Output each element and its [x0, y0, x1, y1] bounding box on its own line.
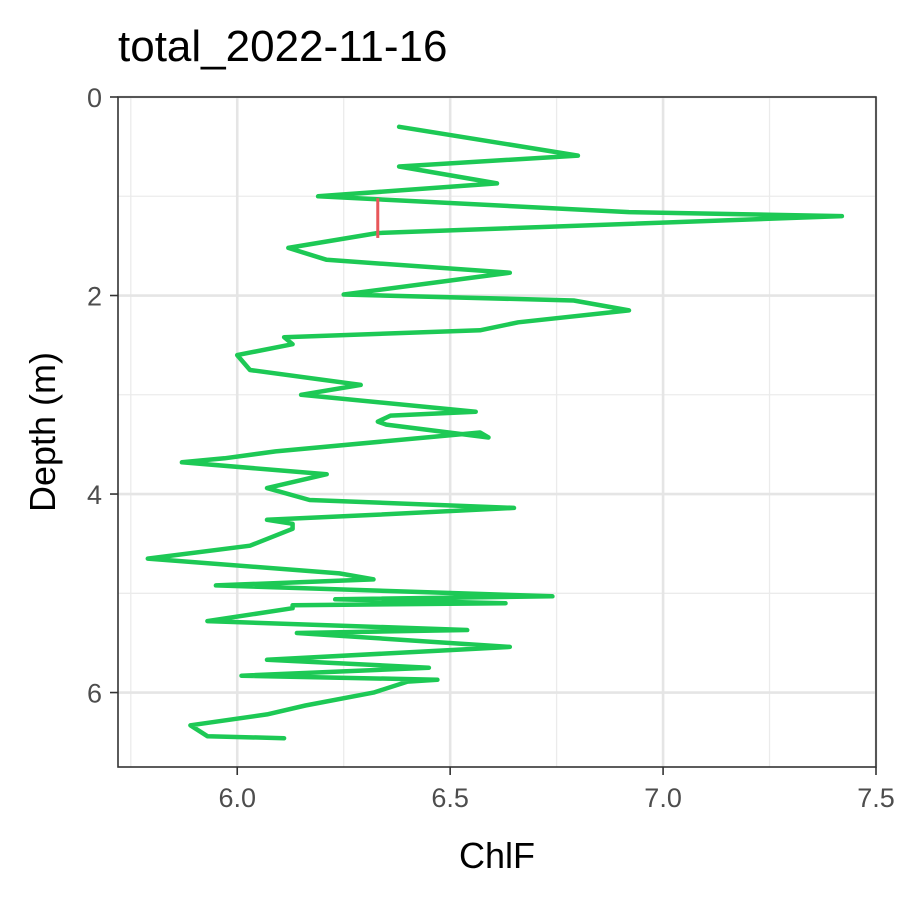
x-axis-label: ChlF — [459, 835, 535, 876]
x-tick-label: 6.0 — [218, 783, 256, 813]
y-tick-label: 6 — [87, 679, 102, 709]
y-tick-label: 2 — [87, 282, 102, 312]
plot-border — [117, 96, 877, 768]
y-tick-label: 0 — [87, 83, 102, 113]
y-tick-label: 4 — [87, 480, 102, 510]
x-tick-label: 7.0 — [644, 783, 682, 813]
series-layer — [145, 124, 845, 741]
x-tick-label: 6.5 — [431, 783, 469, 813]
chart-title: total_2022-11-16 — [118, 22, 447, 71]
x-tick-label: 7.5 — [857, 783, 895, 813]
y-axis-label: Depth (m) — [22, 352, 63, 512]
y-axis: 0 2 4 6 — [87, 83, 118, 709]
chlf-profile-line — [145, 124, 845, 741]
x-axis: 6.0 6.5 7.0 7.5 — [218, 767, 895, 813]
plot-panel — [118, 97, 876, 767]
